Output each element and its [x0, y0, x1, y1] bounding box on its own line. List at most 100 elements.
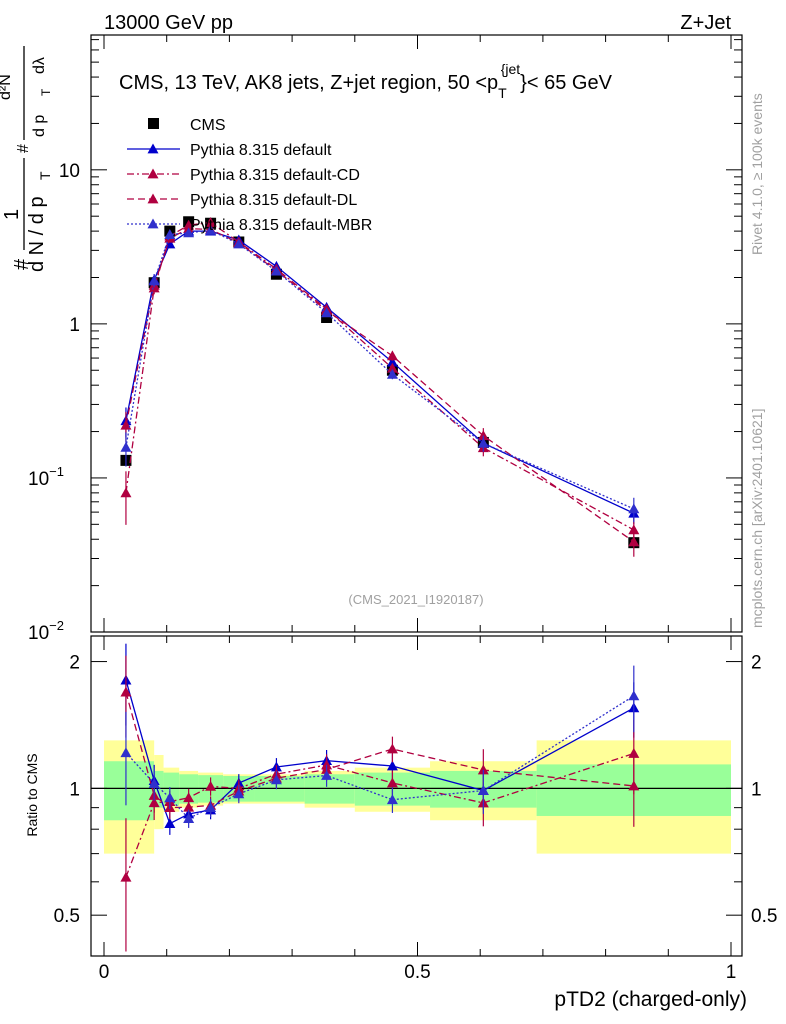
mc-point	[120, 441, 132, 452]
ratio-point	[148, 777, 160, 788]
ratio-point	[386, 760, 398, 771]
y-label-T2: T	[39, 88, 53, 96]
y-tick-label: 10	[59, 161, 80, 182]
legend-marker	[147, 193, 159, 204]
mc-point	[148, 275, 160, 286]
legend-marker	[147, 218, 159, 229]
ratio-point	[386, 743, 398, 754]
legend-entry: CMS	[148, 117, 226, 134]
ratio-y-tick-label: 1	[69, 779, 80, 800]
ratio-point	[233, 788, 245, 799]
ratio-y-tick-label-right: 2	[751, 653, 762, 674]
analysis-tag: (CMS_2021_I1920187)	[348, 592, 483, 607]
legend-label: Pythia 8.315 default-CD	[190, 167, 360, 184]
x-tick-label: 0.5	[404, 962, 430, 983]
mc-point	[477, 430, 489, 441]
ratio-point	[120, 747, 132, 758]
ratio-point	[205, 780, 217, 791]
mc-point	[386, 350, 398, 361]
ratio-point	[183, 801, 195, 812]
mc-point	[205, 224, 217, 235]
series-line-main	[125, 221, 635, 531]
series-cms	[120, 216, 640, 549]
x-axis-label: pTD2 (charged-only)	[554, 988, 747, 1011]
series-pythia-8-315-default-dl	[120, 223, 640, 827]
ratio-point	[164, 818, 176, 828]
legend: CMS Pythia 8.315 default Pythia 8.315 defa…	[127, 117, 372, 234]
header-right: Z+Jet	[680, 12, 731, 34]
ratio-point	[386, 777, 398, 788]
ratio-point	[120, 686, 132, 697]
mc-point	[270, 265, 282, 276]
ratio-point	[205, 802, 217, 813]
mc-point	[477, 437, 489, 448]
ratio-point	[164, 792, 176, 803]
ratio-y-label: Ratio to CMS	[24, 753, 40, 836]
series-line-main	[125, 228, 635, 543]
y-tick-label: 1	[69, 315, 80, 336]
ratio-y-tick-label: 2	[69, 653, 80, 674]
y-axis-label: # 1 d N / d p T # d²N d p T dλ	[0, 46, 53, 272]
ratio-point	[120, 871, 132, 882]
y-label-one: 1	[1, 209, 23, 220]
band-inner	[154, 770, 164, 808]
rivet-version: Rivet 4.1.0, ≥ 100k events	[749, 93, 765, 255]
mc-point	[233, 238, 245, 249]
series-pythia-8-315-default-mbr	[120, 224, 640, 828]
legend-entry: Pythia 8.315 default	[127, 142, 332, 159]
chart-title: CMS, 13 TeV, AK8 jets, Z+jet region, 50 …	[119, 61, 613, 101]
legend-entry: Pythia 8.315 default-MBR	[127, 217, 372, 234]
ratio-point	[628, 780, 640, 791]
y-tick-label: 10−2	[28, 618, 64, 644]
y-label-hash2: #	[15, 144, 32, 153]
mc-point	[386, 356, 398, 367]
x-tick-label: 0	[99, 962, 110, 983]
y-label-d2N: d²N	[0, 74, 14, 100]
y-tick-label: 10−1	[28, 464, 64, 490]
ratio-y-tick-label-right: 1	[751, 779, 762, 800]
legend-marker	[147, 168, 159, 179]
legend-label: CMS	[190, 117, 226, 134]
y-label-dN: d N / d p	[26, 196, 48, 272]
y-label-T: T	[37, 171, 53, 180]
y-label-dpT: d p	[31, 115, 48, 137]
x-tick-label: 1	[726, 962, 737, 983]
main-frame	[90, 34, 743, 633]
y-label-dlam: dλ	[31, 57, 48, 74]
ratio-point	[183, 813, 195, 823]
legend-marker	[148, 118, 159, 129]
band-inner	[104, 761, 155, 821]
legend-label: Pythia 8.315 default-MBR	[190, 217, 372, 234]
ratio-point	[321, 770, 333, 780]
legend-label: Pythia 8.315 default-DL	[190, 192, 357, 209]
mcplots-source: mcplots.cern.ch [arXiv:2401.10621]	[749, 409, 765, 628]
mc-point	[386, 368, 398, 379]
mc-point	[321, 307, 333, 318]
ratio-point	[183, 792, 195, 803]
mc-point	[628, 524, 640, 535]
ratio-point	[386, 794, 398, 805]
ratio-point	[270, 774, 282, 785]
mc-point	[120, 487, 132, 498]
mc-point	[183, 227, 195, 238]
mc-point	[120, 419, 132, 430]
ratio-point	[477, 764, 489, 775]
cms-point	[321, 311, 333, 323]
ratio-point	[628, 690, 640, 701]
ratio-frame	[90, 635, 743, 957]
mc-point	[205, 217, 217, 227]
legend-entry: Pythia 8.315 default-CD	[127, 167, 360, 184]
legend-marker	[147, 143, 159, 154]
mc-point	[386, 362, 398, 373]
mc-point	[164, 229, 176, 239]
series-line-main	[125, 229, 635, 510]
legend-label: Pythia 8.315 default	[190, 142, 332, 159]
legend-entry: Pythia 8.315 default-DL	[127, 192, 357, 209]
ratio-y-tick-label: 0.5	[54, 906, 80, 927]
data-series	[120, 216, 640, 952]
mc-point	[628, 536, 640, 547]
header-left: 13000 GeV pp	[104, 12, 233, 34]
y-label-hash: #	[11, 258, 33, 270]
ratio-point	[477, 785, 489, 795]
